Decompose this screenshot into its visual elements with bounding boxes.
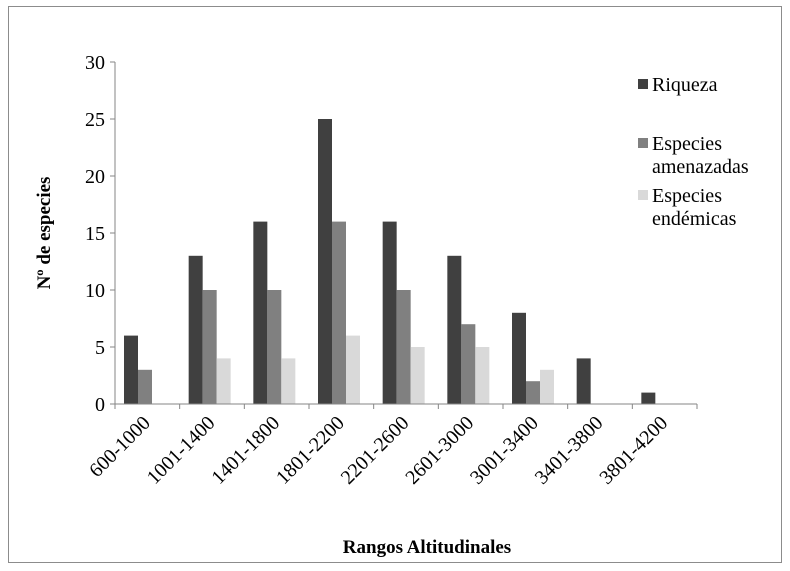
bar-1-6: [447, 255, 462, 404]
x-tick-label: 1801-2200: [272, 412, 349, 489]
bar-3-4: [346, 335, 360, 404]
y-axis-title: Nº de especies: [34, 177, 55, 290]
x-tick-label: 2201-2600: [337, 412, 414, 489]
y-tick-label: 10: [85, 280, 105, 302]
legend-label-3: Especies: [652, 185, 722, 207]
bar-2-4: [332, 221, 346, 404]
legend-label-3: endémicas: [652, 208, 737, 230]
bar-1-2: [188, 255, 203, 404]
bar-2-1: [138, 369, 152, 404]
bar-3-3: [281, 358, 296, 404]
y-tick-label: 0: [95, 394, 105, 416]
legend-swatch-2: [638, 138, 648, 148]
y-tick-label: 5: [95, 337, 105, 359]
bar-1-3: [253, 221, 268, 404]
bar-1-4: [318, 119, 332, 404]
bar-2-7: [526, 381, 540, 404]
x-axis-title: Rangos Altitudinales: [343, 537, 511, 558]
y-tick-label: 20: [85, 166, 105, 188]
bar-3-6: [475, 347, 490, 404]
x-tick-label: 3801-4200: [595, 412, 672, 489]
x-tick-label: 3001-3400: [466, 412, 543, 489]
bar-1-5: [382, 221, 397, 404]
legend-label-2: amenazadas: [652, 156, 749, 178]
x-tick-label: 3401-3800: [531, 412, 608, 489]
bar-3-5: [410, 347, 425, 404]
x-tick-label: 1401-1800: [207, 412, 284, 489]
y-tick-label: 30: [85, 52, 105, 74]
bar-2-2: [202, 290, 217, 404]
legend-label-2: Especies: [652, 133, 722, 155]
bar-3-2: [216, 358, 231, 404]
x-tick-label: 2601-3000: [401, 412, 478, 489]
legend-swatch-3: [638, 190, 648, 200]
y-ticks-group: 0 5 10 15 20 25 30: [85, 52, 115, 416]
bar-1-1: [124, 335, 138, 404]
y-tick-label: 25: [85, 109, 105, 131]
legend-swatch-1: [638, 79, 648, 89]
bar-1-7: [512, 312, 526, 404]
bar-3-7: [540, 369, 554, 404]
bar-2-6: [461, 324, 476, 404]
x-tick-label: 1001-1400: [143, 412, 220, 489]
legend: RiquezaEspeciesamenazadasEspeciesendémic…: [638, 74, 749, 230]
bar-2-5: [396, 290, 411, 404]
x-ticks-group: 600-10001001-14001401-18001801-22002201-…: [85, 404, 698, 489]
bar-1-8: [576, 358, 591, 404]
y-tick-label: 15: [85, 223, 105, 245]
bar-1-9: [641, 392, 656, 404]
bar-2-3: [267, 290, 282, 404]
bars-group: [124, 119, 656, 404]
legend-label-1: Riqueza: [652, 74, 718, 96]
chart-frame: [8, 6, 782, 563]
